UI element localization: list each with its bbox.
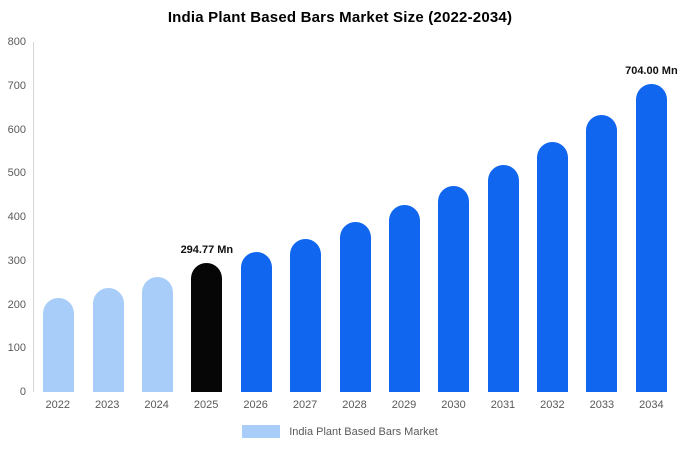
x-tick-label: 2028 [342,399,367,411]
bar-2024[interactable] [141,277,173,392]
y-tick-label: 100 [7,342,26,355]
chart-title: India Plant Based Bars Market Size (2022… [167,9,513,26]
y-tick-label: 200 [7,298,26,311]
x-tick-label: 2030 [441,399,466,411]
x-tick-label: 2031 [490,399,516,411]
y-tick-label: 700 [7,79,26,92]
y-tick-label: 300 [7,254,26,267]
x-tick-label: 2029 [391,399,417,411]
bar-slot [380,42,429,392]
bar-slot [330,42,379,392]
bar-slot [479,42,528,392]
y-axis-labels: 0 100 200 300 400 500 600 700 800 [0,36,26,398]
y-tick-label: 500 [7,167,26,180]
bar-slot [429,42,478,392]
bar-slot: 704.00 Mn [625,42,678,392]
x-tick-label: 2024 [144,399,169,411]
x-tick-label: 2032 [540,399,565,411]
x-tick-label: 2026 [243,399,268,411]
bar-2028[interactable] [339,222,371,392]
y-tick-label: 0 [19,386,26,398]
x-tick-label: 2023 [94,399,120,411]
x-axis-labels: 2022 2023 2024 2025 2026 2027 2028 2029 2030 2031… [33,399,676,411]
bar-2030[interactable] [438,186,470,392]
bar-slot [133,42,182,392]
legend-swatch [242,425,281,438]
bar-2023[interactable] [92,288,124,392]
bar-2034[interactable] [635,84,667,392]
bar-2031[interactable] [487,164,519,392]
bar-slot [83,42,132,392]
x-tick-label: 2025 [193,399,219,411]
bar-slot [34,42,83,392]
legend-label: India Plant Based Bars Market [289,425,438,438]
bar-2026[interactable] [240,252,272,392]
y-tick-label: 400 [7,211,26,223]
bar-2033[interactable] [586,114,618,392]
bar-2032[interactable] [537,141,569,392]
bar-slot [281,42,330,392]
y-tick-label: 800 [7,36,26,48]
bar-2022[interactable] [43,297,75,392]
y-tick-label: 600 [7,123,26,136]
legend[interactable]: India Plant Based Bars Market [0,425,680,438]
x-tick-label: 2027 [292,399,318,411]
bar-2029[interactable] [388,204,420,392]
x-tick-label: 2022 [45,399,70,411]
x-tick-label: 2034 [639,399,664,411]
bar-slot: 294.77 Mn [180,42,234,392]
bar-slot [577,42,626,392]
bar-slot [528,42,577,392]
x-tick-label: 2033 [589,399,615,411]
bar-value-label: 704.00 Mn [625,65,678,77]
bar-slot [232,42,281,392]
bar-2025[interactable] [191,263,223,392]
bar-value-label: 294.77 Mn [180,244,234,257]
plot-area: 294.77 Mn 704.00 Mn [33,42,678,392]
bar-2027[interactable] [290,238,322,392]
